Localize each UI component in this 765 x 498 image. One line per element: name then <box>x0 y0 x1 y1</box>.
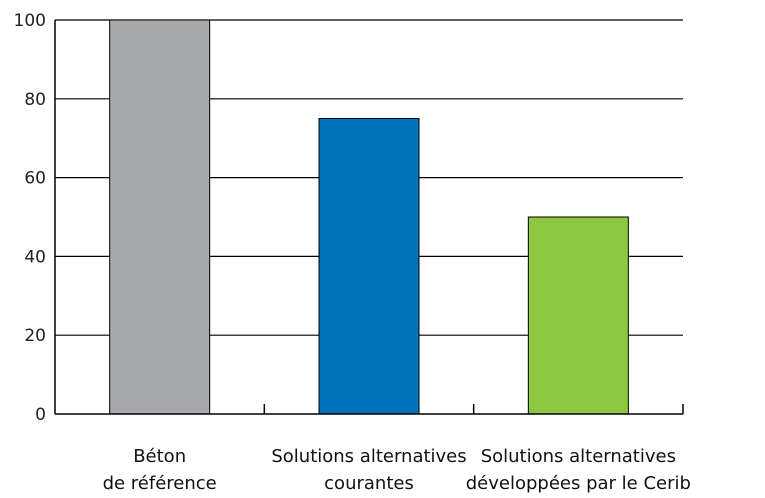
y-tick-label: 40 <box>24 247 46 267</box>
x-category-label: Béton <box>133 446 186 467</box>
axes <box>54 20 684 415</box>
x-category-label: de référence <box>103 473 217 494</box>
y-tick-label: 100 <box>14 11 46 31</box>
x-category-label: courantes <box>324 473 414 494</box>
bar <box>318 118 420 415</box>
x-category-labels: Béton de référence Solutions alternatives c… <box>103 446 691 494</box>
y-tick-labels: 0 20 40 60 80 100 <box>14 11 46 425</box>
y-tick-label: 60 <box>24 169 46 189</box>
x-category-label: Solutions alternatives <box>271 446 466 467</box>
y-tick-label: 80 <box>24 90 46 110</box>
x-category-label: développées par le Cerib <box>466 473 691 494</box>
bar <box>109 19 211 415</box>
y-tick-label: 0 <box>35 405 46 425</box>
y-tick-label: 20 <box>24 326 46 346</box>
bars <box>109 19 629 415</box>
bar <box>527 216 629 415</box>
x-category-label: Solutions alternatives <box>481 446 676 467</box>
